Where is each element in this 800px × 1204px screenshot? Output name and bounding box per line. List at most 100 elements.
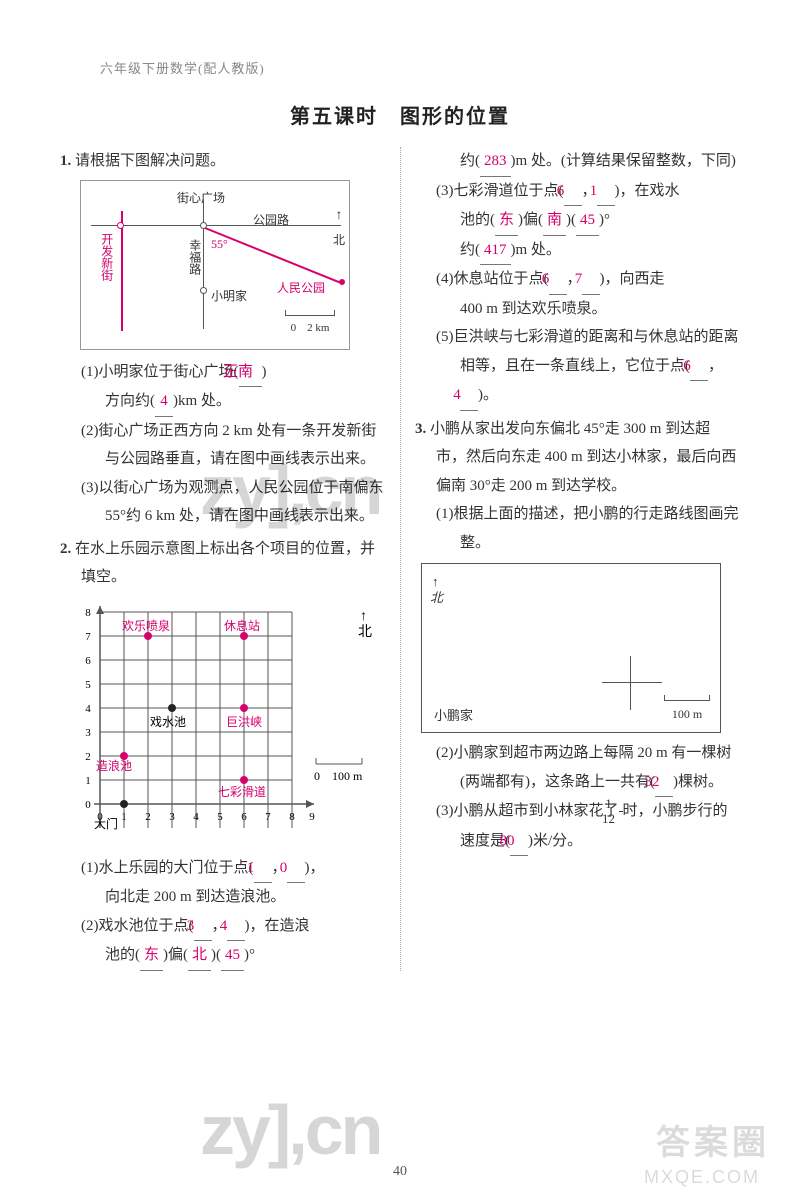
svg-text:0 100 m: 0 100 m — [314, 769, 363, 783]
q2-p4-l2: 400 m 到达欢乐喷泉。 — [415, 295, 740, 324]
q2-p1-a: (1)水上乐园的大门位于点( — [81, 860, 254, 876]
q1-number: 1. — [60, 153, 71, 169]
q2-grid-chart: ↑ 北 — [70, 598, 386, 848]
q2-p4-a: (4)休息站位于点( — [436, 271, 549, 287]
q1-p1-ans2: 4 — [155, 387, 173, 417]
q3-text: 小鹏从家出发向东偏北 45°走 300 m 到达超市，然后向东走 400 m 到… — [430, 421, 736, 494]
q3-p3-a: (3)小鹏从超市到小林家花了 — [436, 803, 619, 819]
q2-p3-d1: 东 — [495, 206, 518, 236]
q2-p3-f: )° — [599, 212, 610, 228]
q2-p3-e: )( — [566, 212, 576, 228]
lesson-title: 第五课时 图形的位置 — [60, 100, 740, 129]
q2-p2-l2: 池的(东)偏(北)(45)° — [60, 941, 386, 971]
d1-park-dot — [339, 279, 345, 285]
q2-p4: (4)休息站位于点(6，7)，向西走 — [415, 265, 740, 295]
q3-p2-b: )棵树。 — [673, 774, 723, 790]
q3-home: 小鹏家 — [434, 704, 473, 729]
q2-p3-a: (3)七彩滑道位于点( — [436, 183, 564, 199]
q2-p2-dist: 283 — [480, 147, 511, 177]
d1-dev-street — [121, 211, 123, 331]
svg-text:2: 2 — [145, 811, 151, 823]
q2-p5-b: )。 — [478, 387, 498, 403]
svg-text:0: 0 — [85, 799, 91, 811]
q1-p2: (2)街心广场正西方向 2 km 处有一条开发新街与公园路垂直，请在图中画线表示… — [60, 417, 386, 474]
d1-xm-dot — [200, 287, 207, 294]
q2-p4-y: 7 — [582, 265, 600, 295]
q1-p1-d: )km 处。 — [173, 393, 231, 409]
d1-dev-label: 开发新街 — [95, 233, 118, 281]
svg-text:休息站: 休息站 — [224, 618, 260, 633]
d1-scale-text: 0 2 km — [285, 318, 335, 339]
q2-p3-dist: 417 — [480, 236, 511, 266]
q2-p4-x: 6 — [549, 265, 567, 295]
q2-text: 在水上乐园示意图上标出各个项目的位置，并填空。 — [75, 541, 375, 586]
q3-cross-v — [630, 656, 631, 710]
q2-p5: (5)巨洪峡与七彩滑道的距离和与休息站的距离相等，且在一条直线上，它位于点(6，… — [415, 323, 740, 411]
q3-p3: (3)小鹏从超市到小林家花了112时，小鹏步行的速度是(80)米/分。 — [415, 797, 740, 856]
north-label: 北 — [333, 229, 345, 252]
svg-text:7: 7 — [265, 811, 271, 823]
q3-p2-ans: 32 — [655, 768, 673, 798]
grid-north: 北 — [358, 624, 372, 640]
grid-g: 0 1 2 3 4 5 6 7 8 9 0 1 2 3 — [85, 598, 315, 831]
q1-diagram: 街心广场 公园路 幸福路 ↑ 北 55° 人民公园 — [80, 180, 350, 350]
q2-p3-d2: 南 — [543, 206, 566, 236]
q3-scale-line — [664, 695, 710, 701]
svg-text:3: 3 — [169, 811, 175, 823]
svg-text:5: 5 — [85, 679, 91, 691]
q2-p1-x: 1 — [254, 854, 272, 884]
q3-p2: (2)小鹏家到超市两边路上每隔 20 m 有一棵树(两端都有)，这条路上一共有(… — [415, 739, 740, 797]
q1-p1-c: 方向约( — [105, 393, 155, 409]
svg-text:2: 2 — [85, 751, 91, 763]
q2-p2-h: )m 处。(计算结果保留整数，下同) — [511, 153, 736, 169]
q2-p3-h: )m 处。 — [511, 242, 561, 258]
svg-text:大门: 大门 — [94, 816, 118, 831]
q2-p1-b: )， — [305, 860, 325, 876]
north-icon: ↑ 北 — [333, 203, 345, 252]
svg-text:4: 4 — [85, 703, 91, 715]
q1-p1-line2: 方向约(4)km 处。 — [60, 387, 386, 417]
left-column: 1. 请根据下图解决问题。 街心广场 公园路 幸福路 ↑ 北 55° — [60, 147, 400, 971]
d1-road-h — [91, 225, 341, 226]
q2-p2-d: )偏( — [163, 947, 188, 963]
watermark-url: MXQE.COM — [644, 1167, 760, 1188]
svg-text:巨洪峡: 巨洪峡 — [226, 715, 262, 729]
d1-road-h-label: 公园路 — [253, 209, 289, 232]
q3-p3-c: )米/分。 — [528, 833, 582, 849]
d1-scale: 0 2 km — [285, 310, 335, 339]
q2-p2: (2)戏水池位于点(3，4)，在造浪 — [60, 912, 386, 942]
d1-center: 街心广场 — [177, 187, 225, 210]
running-head: 六年级下册数学(配人教版) — [100, 58, 265, 77]
q3-cross-h — [602, 682, 662, 683]
right-column: 约(283)m 处。(计算结果保留整数，下同) (3)七彩滑道位于点(6，1)，… — [400, 147, 740, 971]
d1-road-v-label: 幸福路 — [183, 239, 206, 275]
q2-p2-d1: 东 — [140, 941, 163, 971]
svg-text:4: 4 — [193, 811, 199, 823]
q1-stem: 1. 请根据下图解决问题。 — [60, 147, 386, 176]
q3-stem: 3. 小鹏从家出发向东偏北 45°走 300 m 到达超市，然后向东走 400 … — [415, 415, 740, 501]
svg-text:7: 7 — [85, 631, 91, 643]
q2-p3-g: 约( — [460, 242, 480, 258]
q1-p1-ans1: 正南 — [239, 358, 262, 388]
q2-p5-y: 4 — [460, 381, 478, 411]
svg-text:9: 9 — [309, 811, 315, 823]
q2-stem: 2. 在水上乐园示意图上标出各个项目的位置，并填空。 — [60, 535, 386, 592]
q1-p1-b: ) — [262, 364, 267, 380]
q2-p2-l3: 约(283)m 处。(计算结果保留整数，下同) — [415, 147, 740, 177]
q2-p2-c: 池的( — [105, 947, 140, 963]
q2-p4-b: )，向西走 — [600, 271, 665, 287]
svg-text:戏水池: 戏水池 — [150, 715, 186, 729]
watermark-zy-2: zy],cn — [200, 1090, 380, 1170]
q2-number: 2. — [60, 541, 71, 557]
q1-p1: (1)小明家位于街心广场(正南) — [60, 358, 386, 388]
q1-p1-a: (1)小明家位于街心广场( — [81, 364, 239, 380]
q2-p5-x: 6 — [690, 352, 708, 382]
grid-north-arrow: ↑ — [360, 609, 367, 624]
scale-line-icon — [285, 310, 335, 316]
svg-text:欢乐喷泉: 欢乐喷泉 — [122, 618, 170, 633]
q2-p3-x: 6 — [564, 177, 582, 207]
q2-p3: (3)七彩滑道位于点(6，1)，在戏水 — [415, 177, 740, 207]
q2-p3-deg: 45 — [576, 206, 599, 236]
q1-p3: (3)以街心广场为观测点，人民公园位于南偏东 55°约 6 km 处，请在图中画… — [60, 474, 386, 531]
q2-p3-l3: 约(417)m 处。 — [415, 236, 740, 266]
